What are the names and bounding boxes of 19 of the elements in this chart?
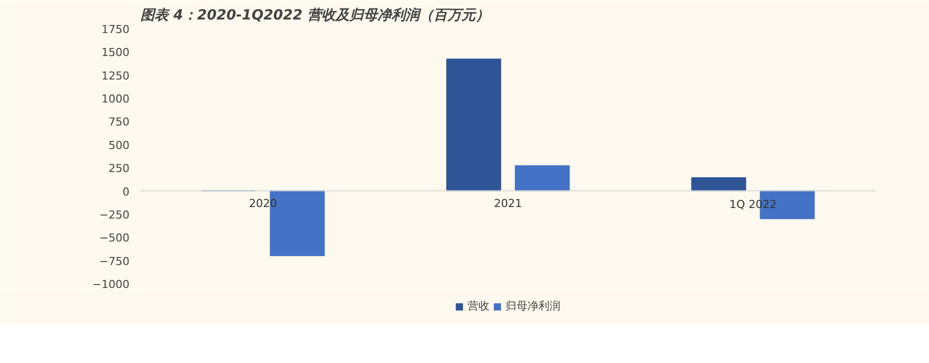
y-tick-label: −500 [99,232,130,245]
bar [514,165,570,192]
y-tick-label: 0 [122,185,130,198]
chart-title: 图表 4：2020-1Q2022 营收及归母净利润（百万元） [140,6,490,24]
legend-label: 归母净利润 [506,298,560,314]
legend-label: 营收 [468,298,490,314]
bar [691,177,746,192]
y-tick-label: −1000 [92,278,130,291]
y-tick-label: 750 [108,116,130,129]
y-tick-label: −250 [99,208,130,222]
y-tick-label: 1250 [102,69,130,82]
x-tick-label: 2021 [494,196,522,210]
y-tick-label: 1750 [102,23,130,36]
y-tick-label: 1000 [102,92,130,106]
bar [446,58,502,192]
y-tick-label: 1500 [102,46,130,60]
y-tick-label: −750 [99,254,130,268]
y-tick-label: 500 [108,138,130,152]
y-tick-label: 250 [108,162,130,176]
